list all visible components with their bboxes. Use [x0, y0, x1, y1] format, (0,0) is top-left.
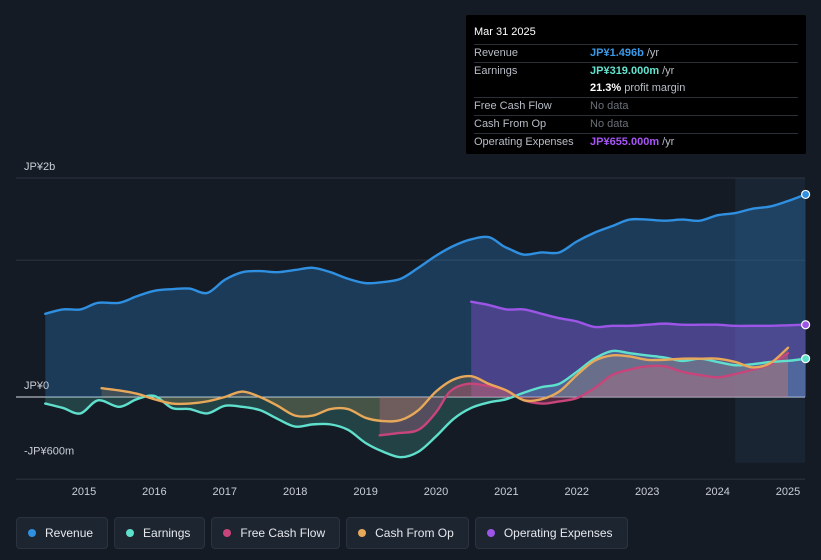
operating-expenses-end-dot	[800, 320, 811, 330]
legend-item-free-cash-flow[interactable]: Free Cash Flow	[211, 517, 341, 549]
tooltip-row-unit: /yr	[646, 47, 660, 59]
legend-label: Earnings	[143, 526, 191, 540]
x-tick-label: 2020	[424, 486, 448, 498]
tooltip-row-value: JP¥319.000m	[590, 65, 660, 77]
legend-label: Cash From Op	[375, 526, 454, 540]
y-tick-label: -JP¥600m	[24, 446, 74, 458]
y-axis-labels: JP¥2b JP¥0 -JP¥600m	[24, 161, 74, 458]
earnings-end-dot	[800, 354, 811, 364]
legend-dot-icon	[126, 529, 135, 537]
x-tick-label: 2024	[705, 486, 729, 498]
tooltip-row: Revenue JP¥1.496b/yr	[474, 44, 798, 62]
x-tick-label: 2019	[353, 486, 377, 498]
operating-expenses-line	[470, 300, 807, 329]
tooltip-row-value: No data	[590, 100, 629, 112]
forecast-shaded-band	[735, 178, 805, 463]
tooltip-row-value: JP¥655.000m	[590, 136, 660, 148]
earnings-line	[44, 349, 807, 459]
legend-dot-icon	[223, 529, 232, 537]
tooltip-row: Free Cash Flow No data	[474, 97, 798, 115]
x-tick-label: 2023	[635, 486, 659, 498]
legend-dot-icon	[28, 529, 36, 537]
tooltip-row: Cash From Op No data	[474, 115, 798, 133]
legend-label: Operating Expenses	[503, 526, 613, 540]
tooltip-row-unit: /yr	[662, 65, 675, 77]
tooltip-row-label: Cash From Op	[474, 118, 547, 130]
tooltip-row-label	[474, 80, 590, 97]
revenue-area	[45, 194, 806, 397]
tooltip-row: Earnings JP¥319.000m/yr	[474, 62, 798, 80]
x-tick-label: 2025	[776, 486, 800, 498]
x-tick-label: 2016	[142, 486, 166, 498]
x-tick-label: 2022	[565, 486, 589, 498]
y-tick-label: JP¥0	[24, 380, 49, 392]
tooltip-row-value: No data	[590, 118, 629, 130]
x-axis-labels: 2015 2016 2017 2018 2019 2020 2021 2022 2023 2024…	[72, 486, 800, 498]
cash-from-op-line	[100, 346, 790, 423]
tooltip-row-value: 21.3%	[590, 82, 622, 94]
tooltip-row: 21.3% profit margin	[474, 80, 798, 97]
tooltip-row-label: Operating Expenses	[474, 136, 574, 148]
series-end-dots	[800, 189, 811, 364]
legend-item-revenue[interactable]: Revenue	[16, 517, 109, 549]
legend-dot-icon	[358, 529, 367, 537]
free-cash-flow-line	[378, 352, 790, 437]
revenue-end-dot	[800, 189, 811, 200]
legend-item-earnings[interactable]: Earnings	[114, 517, 206, 549]
tooltip-row-label: Earnings	[474, 65, 518, 77]
revenue-line	[44, 193, 807, 315]
tooltip-panel: Mar 31 2025 Revenue JP¥1.496b/yr Earnings J…	[466, 15, 806, 154]
y-tick-label: JP¥2b	[24, 161, 55, 173]
tooltip-row-unit: profit margin	[624, 82, 686, 94]
legend-dot-icon	[486, 529, 495, 537]
tooltip-rows: Revenue JP¥1.496b/yr Earnings JP¥319.000m/y…	[474, 44, 798, 151]
legend-label: Free Cash Flow	[240, 526, 326, 540]
tooltip-row: Operating Expenses JP¥655.000m/yr	[474, 133, 798, 151]
x-tick-label: 2021	[494, 486, 518, 498]
legend-item-cash-from-op[interactable]: Cash From Op	[346, 517, 469, 549]
legend: Revenue Earnings Free Cash Flow Cash From O…	[16, 517, 634, 549]
tooltip-date: Mar 31 2025	[474, 26, 536, 38]
legend-item-operating-expenses[interactable]: Operating Expenses	[474, 517, 628, 549]
series-lines	[44, 193, 807, 459]
x-tick-label: 2018	[283, 486, 307, 498]
x-tick-label: 2017	[213, 486, 237, 498]
tooltip-row-value: JP¥1.496b	[590, 47, 644, 59]
tooltip-row-unit: /yr	[662, 136, 675, 148]
x-tick-label: 2015	[72, 486, 96, 498]
legend-label: Revenue	[45, 526, 94, 540]
tooltip-row-label: Revenue	[474, 47, 519, 59]
tooltip-row-label: Free Cash Flow	[474, 100, 552, 112]
